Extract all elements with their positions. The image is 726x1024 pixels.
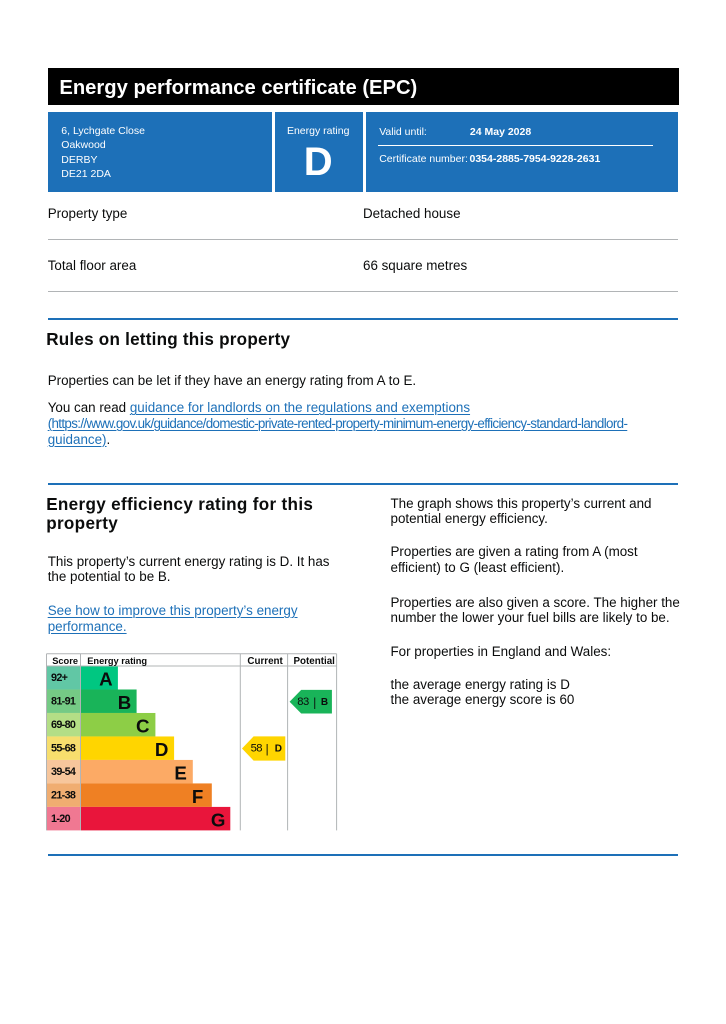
svg-text:69-80: 69-80 (51, 719, 76, 731)
svg-text:81-91: 81-91 (51, 696, 76, 708)
svg-text:55-68: 55-68 (51, 743, 76, 755)
svg-text:1-20: 1-20 (51, 813, 71, 825)
svg-text:Score: Score (52, 656, 78, 666)
svg-text:C: C (136, 716, 150, 737)
svg-text:G: G (211, 810, 226, 831)
svg-text:Potential: Potential (294, 656, 336, 667)
svg-text:83: 83 (297, 696, 309, 708)
svg-text:58: 58 (251, 743, 263, 755)
svg-text:39-54: 39-54 (51, 766, 76, 778)
svg-text:|: | (313, 698, 316, 710)
svg-text:D: D (275, 744, 282, 755)
svg-text:E: E (174, 763, 186, 784)
svg-text:B: B (118, 692, 132, 713)
svg-text:B: B (321, 697, 328, 708)
svg-text:92+: 92+ (51, 672, 68, 684)
svg-text:Energy rating: Energy rating (87, 656, 147, 666)
svg-text:Current: Current (247, 656, 283, 667)
svg-text:F: F (192, 786, 203, 807)
svg-text:|: | (266, 744, 269, 756)
svg-text:D: D (155, 739, 169, 760)
svg-text:21-38: 21-38 (51, 790, 76, 802)
svg-text:A: A (99, 669, 113, 690)
